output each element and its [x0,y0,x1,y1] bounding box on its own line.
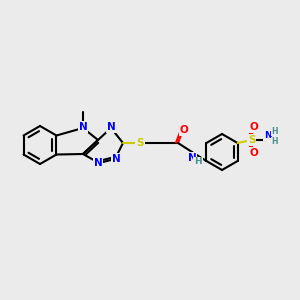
Text: O: O [249,122,258,132]
Text: H: H [271,137,278,146]
Text: N: N [112,154,120,164]
Text: H: H [271,127,278,136]
Text: S: S [136,138,144,148]
Text: N: N [94,158,102,168]
Text: O: O [180,125,188,135]
Text: O: O [249,148,258,158]
Text: S: S [248,135,255,145]
Text: N: N [188,153,196,163]
Text: N: N [264,131,272,140]
Text: H: H [194,158,202,166]
Text: N: N [106,122,116,132]
Text: N: N [79,122,87,132]
